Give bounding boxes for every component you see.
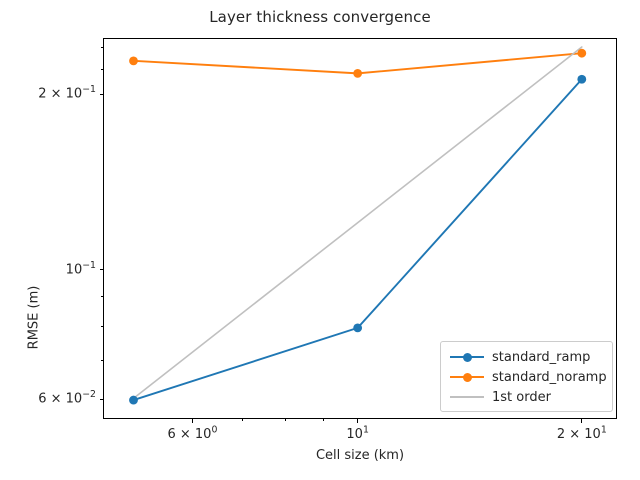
x-tick-mark-minor (241, 419, 243, 421)
x-axis-label: Cell size (km) (315, 448, 405, 463)
y-tick-label: 6 × 10−2 (38, 389, 96, 407)
y-tick-mark (99, 93, 103, 95)
chart-title: Layer thickness convergence (209, 8, 431, 26)
y-tick-mark (99, 398, 103, 400)
x-tick-label: 6 × 100 (167, 424, 218, 442)
legend-label: standard_ramp (492, 349, 591, 365)
legend-marker-line-icon (449, 367, 485, 387)
x-tick-mark-minor (323, 419, 325, 421)
x-tick-mark (581, 419, 583, 423)
data-point (353, 323, 363, 333)
series-line-1st order (132, 46, 583, 400)
y-tick-label: 2 × 10−1 (38, 84, 96, 102)
y-tick-mark-minor (101, 295, 103, 298)
x-tick-mark-minor (284, 419, 287, 421)
x-tick-label: 101 (346, 424, 369, 442)
legend[interactable]: standard_ramp standard_noramp 1st order (440, 341, 613, 412)
data-point (577, 48, 587, 58)
y-tick-mark-minor (101, 69, 103, 71)
data-point (353, 68, 363, 78)
y-tick-mark (99, 269, 103, 271)
y-tick-mark-minor (101, 325, 103, 327)
data-point (577, 74, 587, 84)
legend-label: standard_noramp (492, 369, 607, 385)
x-tick-label: 2 × 101 (556, 424, 607, 442)
data-point (129, 56, 138, 66)
legend-item-standard-noramp: standard_noramp (449, 367, 607, 387)
y-tick-label: 10−1 (65, 259, 96, 278)
legend-item-1st-order: 1st order (449, 387, 604, 407)
legend-item-standard-ramp: standard_ramp (449, 347, 604, 367)
y-tick-mark-minor (101, 47, 103, 49)
y-axis-label: RMSE (m) (26, 285, 42, 350)
y-tick-mark-minor (101, 359, 103, 361)
legend-line-icon (449, 387, 485, 407)
y-axis-label-wrap: RMSE (m) (26, 140, 46, 350)
x-tick-mark (357, 419, 359, 423)
data-point (129, 395, 138, 405)
x-tick-mark (191, 419, 194, 423)
legend-marker-line-icon (449, 347, 485, 367)
legend-label: 1st order (492, 389, 551, 405)
